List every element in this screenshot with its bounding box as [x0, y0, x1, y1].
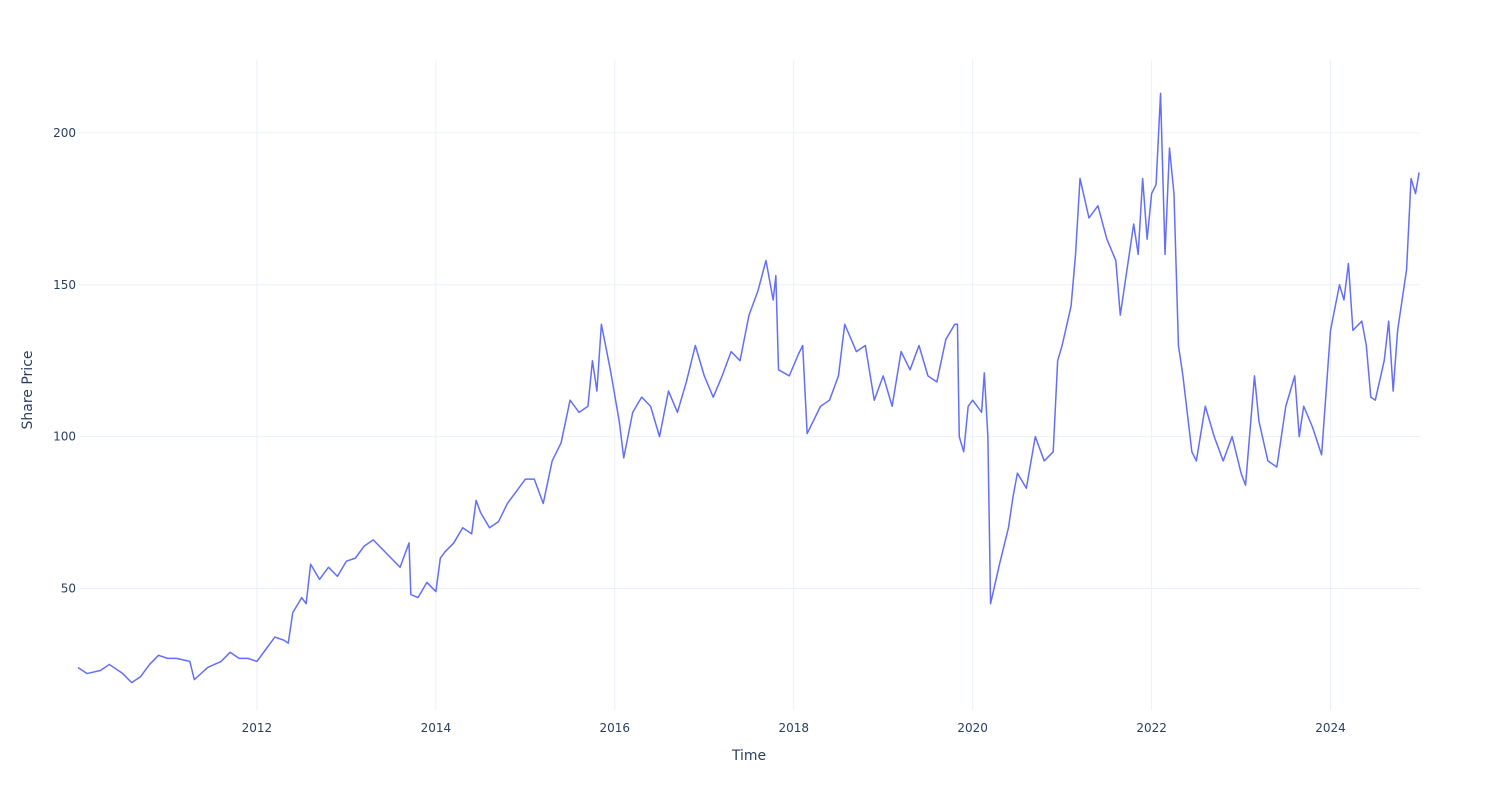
y-tick-label: 150 [53, 278, 76, 292]
y-tick-label: 100 [53, 430, 76, 444]
y-axis-title: Share Price [20, 350, 36, 429]
x-tick-label: 2022 [1136, 721, 1167, 735]
x-tick-label: 2020 [957, 721, 988, 735]
x-tick-label: 2018 [778, 721, 809, 735]
x-tick-label: 2024 [1315, 721, 1346, 735]
price-line [77, 92, 1420, 684]
x-tick-label: 2012 [242, 721, 273, 735]
y-tick-label: 50 [61, 582, 76, 596]
x-tick-label: 2016 [600, 721, 631, 735]
y-tick-label: 200 [53, 126, 76, 140]
x-tick-label: 2014 [421, 721, 452, 735]
x-axis-title: Time [731, 748, 766, 764]
